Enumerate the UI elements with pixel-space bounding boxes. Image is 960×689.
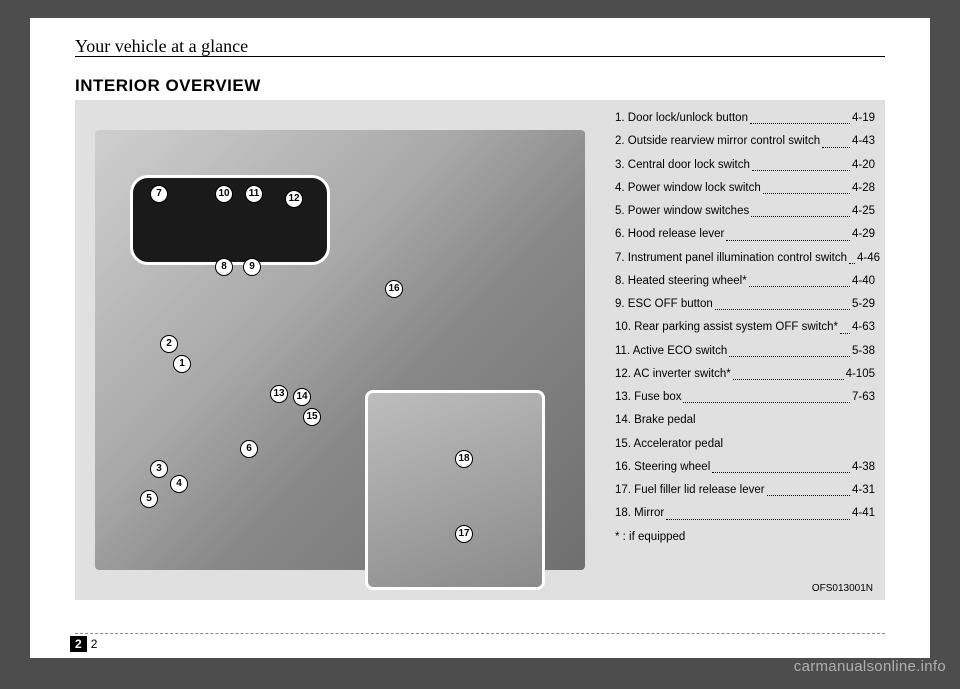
- legend-dots: [763, 180, 850, 194]
- legend-item: 7. Instrument panel illumination control…: [615, 250, 875, 267]
- callout-bubble: 11: [245, 185, 263, 203]
- legend-dots: [840, 319, 850, 333]
- watermark: carmanualsonline.info: [794, 658, 946, 675]
- legend-item: 16. Steering wheel 4-38: [615, 459, 875, 476]
- legend-item: 6. Hood release lever 4-29: [615, 226, 875, 243]
- legend-dots: [767, 482, 850, 496]
- legend-label: 8. Heated steering wheel*: [615, 273, 747, 290]
- manual-page: Your vehicle at a glance INTERIOR OVERVI…: [30, 18, 930, 658]
- legend-dots: [726, 226, 850, 240]
- legend-label: 16. Steering wheel: [615, 459, 710, 476]
- mirror-inset: [365, 390, 545, 590]
- legend-page-ref: 4-63: [852, 319, 875, 336]
- callout-bubble: 5: [140, 490, 158, 508]
- legend-label: 5. Power window switches: [615, 203, 749, 220]
- legend-label: 13. Fuse box: [615, 389, 681, 406]
- legend-label: 6. Hood release lever: [615, 226, 724, 243]
- legend-page-ref: 4-46: [857, 250, 880, 267]
- legend-page-ref: 4-40: [852, 273, 875, 290]
- legend-label: 9. ESC OFF button: [615, 296, 713, 313]
- legend-label: 4. Power window lock switch: [615, 180, 761, 197]
- legend-label: 11. Active ECO switch: [615, 343, 727, 360]
- legend-item: 15. Accelerator pedal: [615, 436, 875, 453]
- legend-item: 8. Heated steering wheel* 4-40: [615, 273, 875, 290]
- callout-bubble: 18: [455, 450, 473, 468]
- legend-page-ref: 4-29: [852, 226, 875, 243]
- header-rule: [75, 56, 885, 57]
- legend-page-ref: 4-41: [852, 505, 875, 522]
- legend-item: 1. Door lock/unlock button 4-19: [615, 110, 875, 127]
- callout-bubble: 14: [293, 388, 311, 406]
- legend-dots: [750, 110, 850, 124]
- legend-dots: [822, 133, 850, 147]
- legend-item: 3. Central door lock switch 4-20: [615, 157, 875, 174]
- figure-box: 123456789101112131415161718 1. Door lock…: [75, 100, 885, 600]
- page-in-chapter: 2: [91, 637, 98, 651]
- legend-item: 10. Rear parking assist system OFF switc…: [615, 319, 875, 336]
- legend-item: 13. Fuse box 7-63: [615, 389, 875, 406]
- legend-item: 18. Mirror 4-41: [615, 505, 875, 522]
- section-header: Your vehicle at a glance: [75, 36, 256, 57]
- legend-item: 5. Power window switches 4-25: [615, 203, 875, 220]
- legend-label: 3. Central door lock switch: [615, 157, 750, 174]
- legend-dots: [683, 389, 849, 403]
- callout-bubble: 15: [303, 408, 321, 426]
- legend-item: 11. Active ECO switch 5-38: [615, 343, 875, 360]
- legend-label: 1. Door lock/unlock button: [615, 110, 748, 127]
- interior-illustration: 123456789101112131415161718: [95, 130, 585, 570]
- callout-bubble: 16: [385, 280, 403, 298]
- legend-dots: [752, 157, 850, 171]
- page-number: 2 2: [70, 636, 97, 652]
- legend-item: 14. Brake pedal: [615, 412, 875, 429]
- chapter-number: 2: [70, 636, 87, 652]
- callout-bubble: 17: [455, 525, 473, 543]
- legend-list: 1. Door lock/unlock button 4-19 2. Outsid…: [615, 110, 875, 546]
- footer-rule: [75, 633, 885, 634]
- legend-page-ref: 5-29: [852, 296, 875, 313]
- callout-bubble: 4: [170, 475, 188, 493]
- legend-dots: [715, 296, 850, 310]
- callout-bubble: 7: [150, 185, 168, 203]
- legend-label: 12. AC inverter switch*: [615, 366, 731, 383]
- legend-dots: [712, 459, 850, 473]
- legend-dots: [849, 250, 855, 264]
- callout-bubble: 2: [160, 335, 178, 353]
- callout-bubble: 8: [215, 258, 233, 276]
- legend-label: 10. Rear parking assist system OFF switc…: [615, 319, 838, 336]
- legend-label: 17. Fuel filler lid release lever: [615, 482, 765, 499]
- legend-item: 4. Power window lock switch 4-28: [615, 180, 875, 197]
- callout-bubble: 1: [173, 355, 191, 373]
- legend-dots: [666, 505, 850, 519]
- legend-page-ref: 4-31: [852, 482, 875, 499]
- legend-page-ref: 4-28: [852, 180, 875, 197]
- legend-label: 2. Outside rearview mirror control switc…: [615, 133, 820, 150]
- legend-page-ref: 4-43: [852, 133, 875, 150]
- page-title: INTERIOR OVERVIEW: [75, 76, 261, 96]
- legend-item: 2. Outside rearview mirror control switc…: [615, 133, 875, 150]
- legend-page-ref: 4-25: [852, 203, 875, 220]
- callout-bubble: 9: [243, 258, 261, 276]
- legend-dots: [749, 273, 850, 287]
- legend-dots: [733, 366, 844, 380]
- legend-footnote: * : if equipped: [615, 529, 875, 546]
- callout-bubble: 3: [150, 460, 168, 478]
- legend-page-ref: 5-38: [852, 343, 875, 360]
- legend-item: 17. Fuel filler lid release lever 4-31: [615, 482, 875, 499]
- callout-bubble: 10: [215, 185, 233, 203]
- legend-page-ref: 4-19: [852, 110, 875, 127]
- legend-page-ref: 4-105: [846, 366, 875, 383]
- legend-item: 12. AC inverter switch* 4-105: [615, 366, 875, 383]
- legend-page-ref: 7-63: [852, 389, 875, 406]
- legend-label: 18. Mirror: [615, 505, 664, 522]
- legend-label: 7. Instrument panel illumination control…: [615, 250, 847, 267]
- legend-page-ref: 4-20: [852, 157, 875, 174]
- callout-bubble: 6: [240, 440, 258, 458]
- legend-item: 9. ESC OFF button 5-29: [615, 296, 875, 313]
- figure-code: OFS013001N: [812, 583, 873, 594]
- callout-bubble: 12: [285, 190, 303, 208]
- legend-dots: [729, 343, 850, 357]
- legend-dots: [751, 203, 850, 217]
- legend-page-ref: 4-38: [852, 459, 875, 476]
- callout-bubble: 13: [270, 385, 288, 403]
